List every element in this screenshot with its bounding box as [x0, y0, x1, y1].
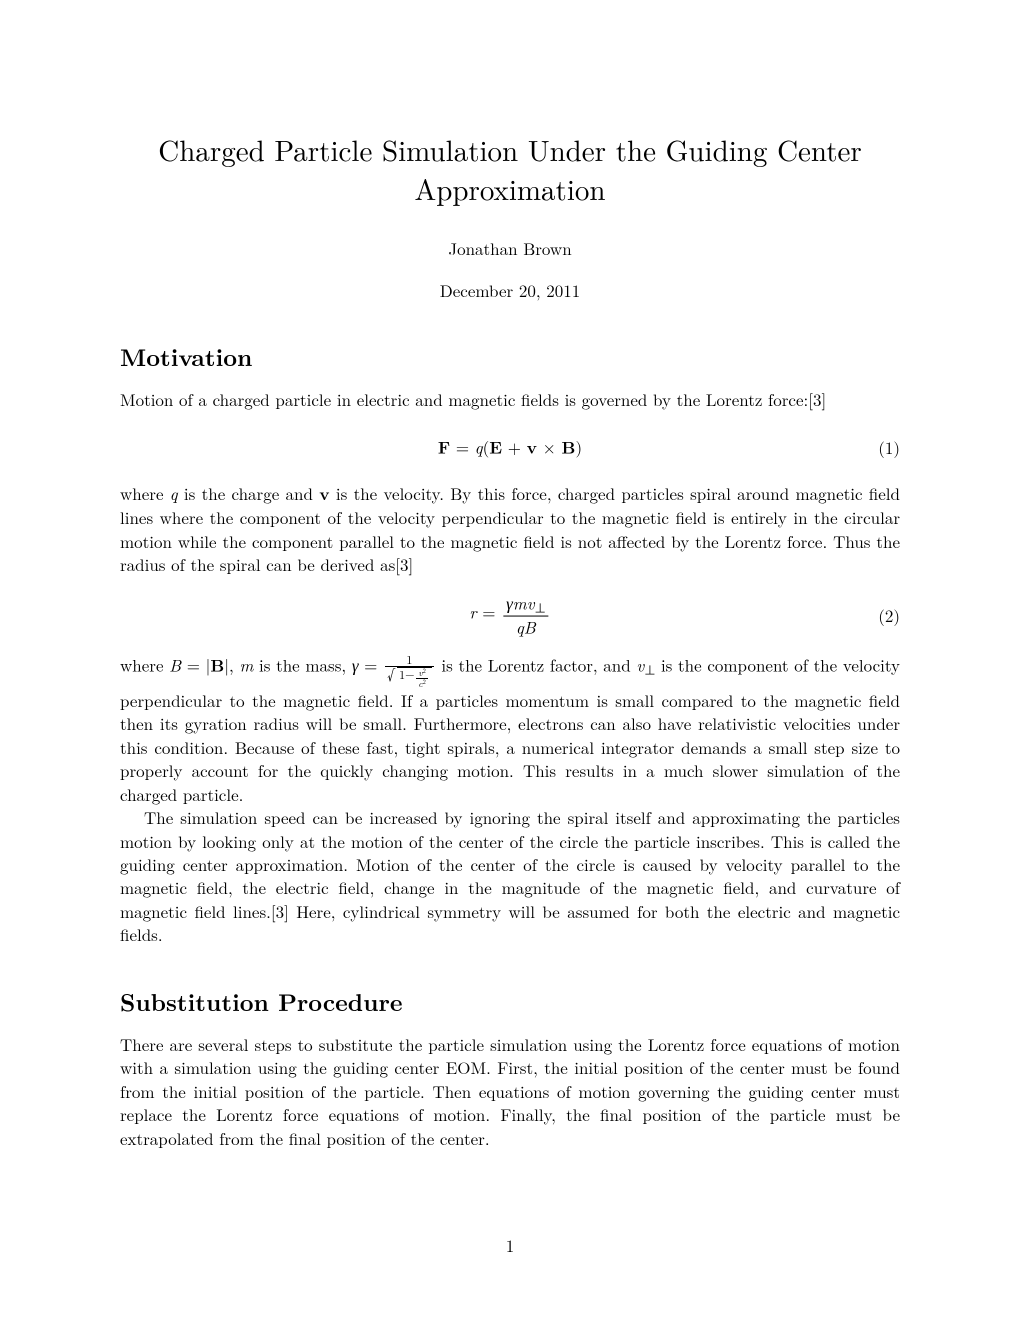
para-3-a: where — [120, 652, 169, 676]
para-3-b: is the mass, — [253, 652, 351, 676]
equation-2: r = γmv⊥qB (2) — [120, 591, 900, 639]
para-2-a: where — [120, 481, 170, 505]
para-1: Motion of a charged particle in electric… — [120, 388, 900, 411]
section-motivation: Motivation — [120, 340, 900, 374]
section-substitution: Substitution Procedure — [120, 985, 900, 1019]
paper-title: Charged Particle Simulation Under the Gu… — [120, 130, 900, 208]
date: December 20, 2011 — [120, 278, 900, 302]
para-2-b: is the charge and — [178, 481, 320, 505]
equation-2-body: r = γmv⊥qB — [469, 593, 550, 636]
title-line-2: Approximation — [414, 168, 605, 209]
para-3: where B = |B|, m is the mass, γ = 11−v2c… — [120, 653, 900, 807]
title-line-1: Charged Particle Simulation Under the Gu… — [158, 129, 861, 170]
para-4: The simulation speed can be increased by… — [120, 806, 900, 947]
equation-1-body: F = q(E + v × B) — [438, 434, 582, 459]
para-2: where q is the charge and v is the veloc… — [120, 482, 900, 577]
para-3-c: is the Lorentz factor, and — [436, 652, 637, 676]
page-number: 1 — [506, 1233, 515, 1257]
author: Jonathan Brown — [120, 236, 900, 260]
equation-1: F = q(E + v × B) (1) — [120, 426, 900, 468]
para-5: There are several steps to substitute th… — [120, 1033, 900, 1150]
equation-2-number: (2) — [878, 603, 900, 627]
equation-1-number: (1) — [878, 435, 900, 459]
